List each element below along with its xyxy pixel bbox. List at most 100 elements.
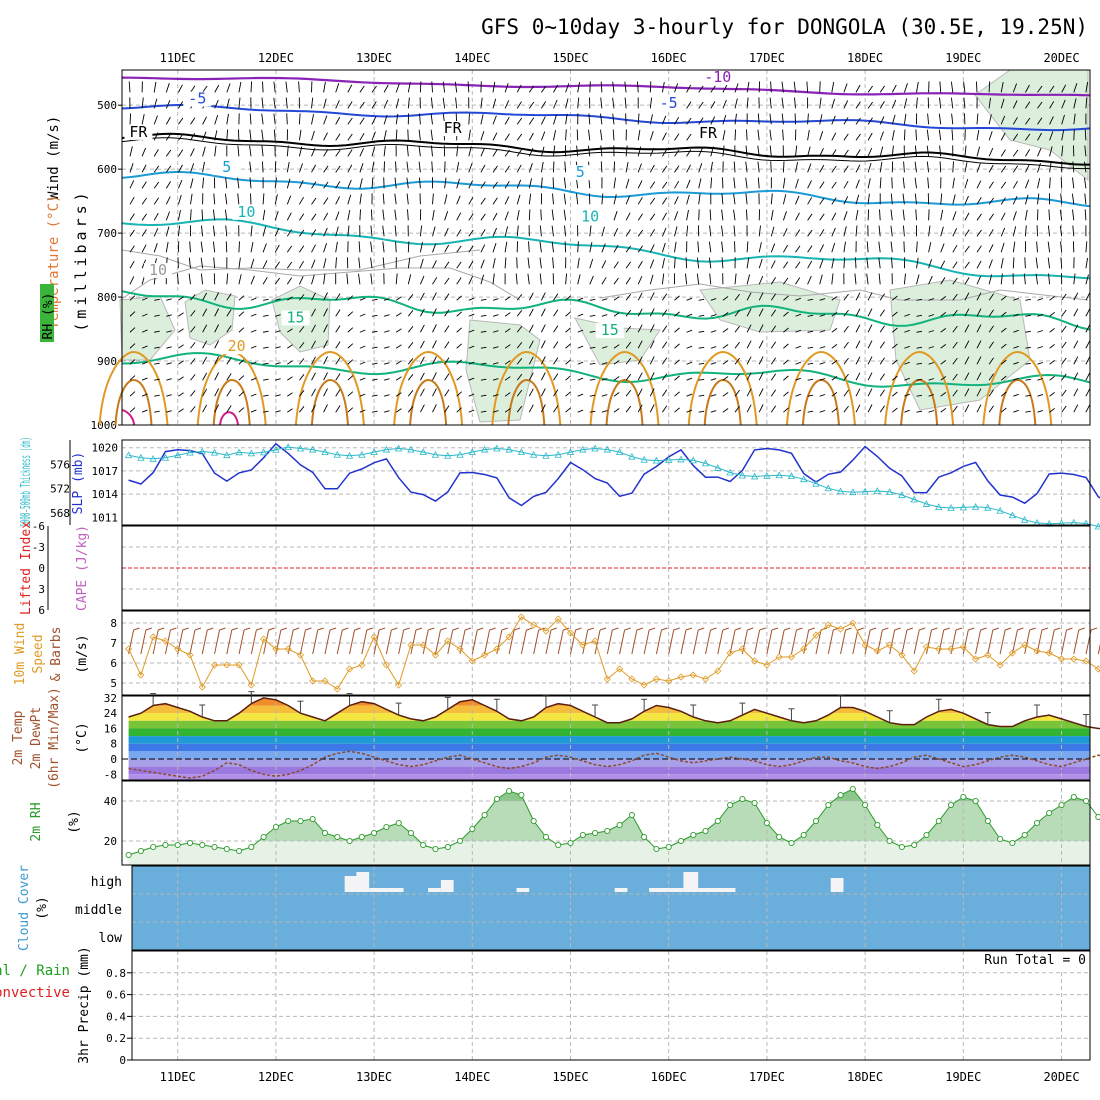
date-label-top: 15DEC: [552, 51, 588, 65]
wind-barb: [674, 83, 679, 93]
rh2m-point: [1095, 813, 1100, 821]
date-label-top: 16DEC: [651, 51, 687, 65]
wind-barb: [589, 225, 592, 237]
wind-barb: [976, 404, 982, 413]
wind-barb: [226, 373, 232, 381]
thickness-marker: [235, 448, 243, 456]
wind-barb: [928, 314, 935, 317]
wind10m-barb-flag: [366, 627, 373, 631]
wind-barb: [831, 328, 838, 333]
wind-barb: [430, 129, 433, 141]
wind-barb: [1037, 314, 1044, 317]
wind-barb: [432, 404, 437, 413]
wind10m-point: [701, 675, 710, 683]
wind-barb: [649, 308, 655, 317]
wind-barb: [540, 146, 545, 157]
wind-barb: [613, 161, 616, 173]
wind-barb: [637, 245, 643, 253]
rh2m-point: [690, 831, 697, 839]
wind10m-point: [431, 651, 440, 659]
wind-barb: [625, 195, 631, 205]
thickness-marker: [628, 452, 636, 460]
wind-barb: [708, 257, 712, 269]
wind-barb: [128, 81, 131, 93]
wind-barb: [613, 211, 618, 221]
rh2m-point: [825, 801, 832, 809]
rh2m-point: [137, 847, 144, 855]
wind-barb: [577, 361, 584, 365]
bottom-date-labels: 11DEC 12DEC 13DEC 14DEC 15DEC 16DEC 17DEC 18DEC…: [160, 1070, 1080, 1084]
wind-barb: [323, 81, 326, 93]
wind-barb: [940, 344, 947, 349]
thickness-marker: [456, 450, 464, 458]
wind-barb: [371, 330, 378, 333]
wind-barb: [1013, 313, 1019, 317]
wind-barb: [129, 245, 135, 253]
wind10m-barb-flag: [575, 627, 582, 631]
wind-barb: [371, 410, 378, 413]
wind-barb: [674, 327, 680, 333]
wind-barb: [722, 99, 727, 109]
wind-barb: [1085, 81, 1089, 93]
wind10m-barb: [938, 629, 945, 655]
wind-barb: [275, 394, 281, 397]
wind-barb: [456, 391, 463, 397]
wind-barb: [831, 392, 838, 397]
wind10m-point: [174, 645, 182, 653]
wind-barb: [831, 181, 837, 189]
wind-barb: [831, 296, 838, 301]
wind10m-point: [456, 645, 464, 653]
wind-barb: [370, 257, 373, 269]
warm-contour: [212, 378, 251, 426]
wind-barb: [165, 100, 171, 109]
thickness-marker: [517, 448, 526, 456]
wind-barb: [674, 407, 680, 413]
rh2m-point: [923, 831, 930, 839]
thickness-marker: [407, 445, 415, 453]
wind-barb: [516, 405, 523, 413]
contour-label-bg: [438, 121, 467, 137]
wind-barb: [419, 81, 422, 93]
wind-barb: [553, 389, 559, 397]
wind-barb: [275, 362, 281, 365]
wind-barb: [516, 326, 523, 333]
wind-barb: [662, 373, 668, 381]
wind-barb: [516, 149, 522, 157]
wind-barb: [916, 346, 923, 349]
wind-barb: [855, 209, 859, 221]
pressure-tick-label: 1000: [91, 419, 118, 432]
wind-barb: [879, 101, 885, 109]
wind10m-barb-flag: [170, 627, 177, 631]
wind-barb: [722, 312, 729, 317]
wind10m-point: [984, 651, 992, 659]
temperature-contour: [121, 137, 1091, 170]
wind-barb: [420, 324, 425, 333]
wind-barb: [480, 229, 486, 237]
wind-barb: [553, 357, 559, 365]
wind-barb: [141, 313, 148, 317]
wind-barb: [394, 225, 397, 237]
wind10m-point: [358, 661, 366, 669]
wind-barb: [515, 273, 518, 285]
rh2m-point: [1070, 793, 1077, 801]
wind-barb: [311, 292, 316, 301]
wind-barb: [141, 213, 147, 221]
wind-barb: [480, 362, 487, 365]
warm-contour: [310, 378, 349, 426]
wind10m-barb: [545, 629, 552, 655]
wind-barb: [927, 177, 930, 189]
wind10m-barb-flag: [771, 627, 779, 631]
wind-barb: [432, 260, 437, 269]
wind-barb: [564, 161, 567, 173]
wind-barb: [745, 177, 748, 189]
pressure-tick-label: 500: [97, 99, 117, 112]
temp-band: [128, 751, 1090, 759]
wind-barb: [674, 116, 680, 125]
wind-barb: [745, 193, 748, 205]
wind-barb: [286, 277, 293, 285]
wind-barb: [601, 193, 604, 205]
wind-barb: [564, 241, 567, 253]
wind-barb: [661, 82, 665, 93]
wind-barb: [1000, 115, 1006, 125]
wind-barb: [323, 115, 328, 125]
